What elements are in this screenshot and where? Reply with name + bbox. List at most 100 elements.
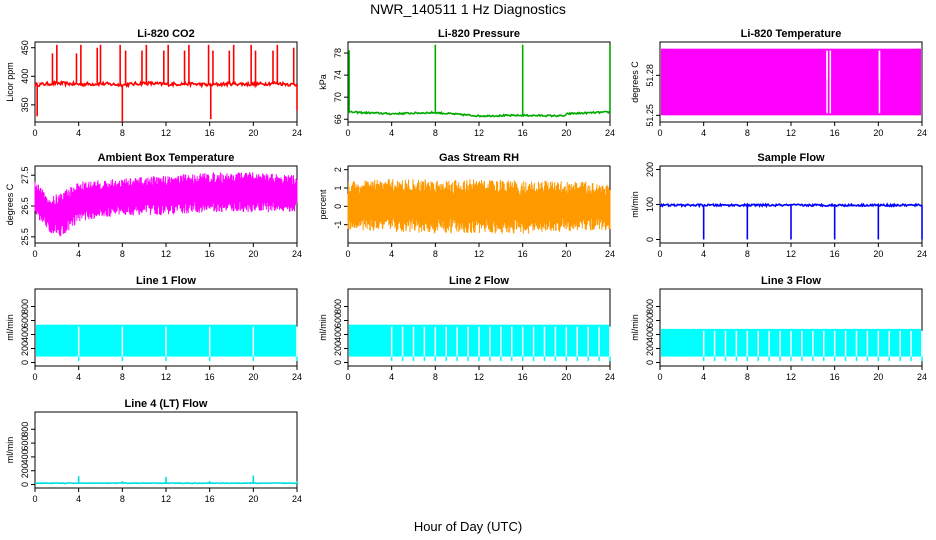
x-tick-label: 24: [605, 249, 615, 259]
panel-3: Ambient Box Temperature 0 4 8 12 16 20 24 25.5 26…: [5, 152, 302, 259]
y-tick-label: 27.5: [20, 166, 30, 184]
x-tick-label: 16: [205, 128, 215, 138]
x-tick-label: 0: [657, 128, 662, 138]
panel-title: Li-820 Pressure: [438, 28, 520, 40]
y-tick-label: 200: [645, 341, 655, 356]
x-tick-label: 20: [561, 128, 571, 138]
y-tick-label: 800: [333, 299, 343, 314]
x-tick-label: 0: [657, 249, 662, 259]
y-axis-label: kPa: [318, 74, 328, 90]
plot-frame: [34, 411, 298, 489]
panel-1: Li-820 Pressure 0 4 8 12 16 20 24 66 70 74 78 kPa: [318, 28, 615, 138]
panel-title: Li-820 Temperature: [741, 28, 842, 40]
y-axis-label: degrees C: [630, 61, 640, 103]
x-tick-label: 12: [161, 249, 171, 259]
x-tick-label: 16: [518, 128, 528, 138]
panel-title: Sample Flow: [757, 152, 825, 164]
x-tick-label: 4: [389, 372, 394, 382]
y-tick-label: 51.25: [645, 104, 655, 127]
x-tick-label: 12: [474, 249, 484, 259]
x-tick-label: 8: [745, 128, 750, 138]
panel-title: Line 3 Flow: [761, 275, 821, 287]
y-axis-label: ml/min: [630, 314, 640, 341]
y-tick-label: 600: [645, 313, 655, 328]
x-tick-label: 12: [786, 372, 796, 382]
y-tick-label: 350: [20, 97, 30, 112]
x-tick-label: 8: [433, 249, 438, 259]
y-axis-label: ml/min: [5, 437, 15, 464]
y-tick-label: 0: [333, 204, 343, 209]
y-tick-label: 450: [20, 40, 30, 55]
x-tick-label: 4: [701, 372, 706, 382]
x-tick-label: 4: [76, 249, 81, 259]
y-axis-label: percent: [318, 189, 328, 220]
x-tick-label: 4: [76, 372, 81, 382]
x-tick-label: 24: [292, 494, 302, 504]
y-tick-label: 0: [20, 360, 30, 365]
y-tick-label: 0: [333, 360, 343, 365]
x-tick-label: 20: [248, 128, 258, 138]
data-series: [34, 79, 298, 89]
data-envelope: [661, 48, 921, 116]
y-tick-label: 800: [20, 422, 30, 437]
y-tick-label: 25.5: [20, 228, 30, 246]
y-tick-label: 400: [20, 327, 30, 342]
x-tick-label: 8: [433, 372, 438, 382]
y-tick-label: 400: [333, 327, 343, 342]
y-tick-label: 66: [333, 114, 343, 124]
y-tick-label: 200: [20, 341, 30, 356]
x-tick-label: 20: [561, 372, 571, 382]
x-tick-label: 0: [657, 372, 662, 382]
x-tick-label: 8: [120, 249, 125, 259]
panel-5: Sample Flow 0 4 8 12 16 20 24 0 100 200 ml/min: [630, 152, 927, 259]
x-tick-label: 20: [248, 372, 258, 382]
panel-2: Li-820 Temperature 0 4 8 12 16 20 24 51.25 51.28 d…: [630, 28, 927, 138]
y-axis-label: degrees C: [5, 183, 15, 225]
x-tick-label: 12: [161, 128, 171, 138]
x-tick-label: 0: [32, 372, 37, 382]
y-tick-label: 800: [20, 299, 30, 314]
y-tick-label: 400: [20, 69, 30, 84]
y-tick-label: 600: [20, 436, 30, 451]
x-tick-label: 4: [701, 128, 706, 138]
x-tick-label: 8: [120, 128, 125, 138]
x-tick-label: 16: [518, 372, 528, 382]
y-tick-label: 0: [645, 360, 655, 365]
x-tick-label: 8: [120, 372, 125, 382]
x-tick-label: 16: [205, 494, 215, 504]
x-tick-label: 0: [345, 128, 350, 138]
figure-title: NWR_140511 1 Hz Diagnostics: [370, 1, 566, 17]
x-tick-label: 20: [873, 372, 883, 382]
data-series: [347, 110, 611, 118]
x-tick-label: 12: [786, 128, 796, 138]
x-tick-label: 24: [917, 249, 927, 259]
x-tick-label: 8: [433, 128, 438, 138]
x-tick-label: 12: [786, 249, 796, 259]
y-tick-label: 1: [333, 185, 343, 190]
y-tick-label: 600: [20, 313, 30, 328]
x-tick-label: 0: [345, 372, 350, 382]
x-tick-label: 0: [32, 249, 37, 259]
x-tick-label: 16: [830, 372, 840, 382]
panel-0: Li-820 CO2 0 4 8 12 16 20 24 350 400 450 Licor ppm: [5, 28, 302, 138]
x-tick-label: 12: [474, 372, 484, 382]
x-tick-label: 16: [205, 249, 215, 259]
y-tick-label: 600: [333, 313, 343, 328]
x-tick-label: 0: [32, 128, 37, 138]
x-tick-label: 4: [76, 494, 81, 504]
plot-frame: [347, 41, 611, 123]
y-tick-label: 0: [645, 237, 655, 242]
y-tick-label: 2: [333, 167, 343, 172]
x-tick-label: 16: [830, 128, 840, 138]
panel-title: Line 1 Flow: [136, 275, 196, 287]
x-tick-label: 24: [917, 128, 927, 138]
panel-9: Line 4 (LT) Flow 0 4 8 12 16 20 24 0 200400600800…: [5, 398, 302, 504]
y-tick-label: 400: [20, 449, 30, 464]
panel-title: Ambient Box Temperature: [98, 152, 235, 164]
y-tick-label: 70: [333, 92, 343, 102]
